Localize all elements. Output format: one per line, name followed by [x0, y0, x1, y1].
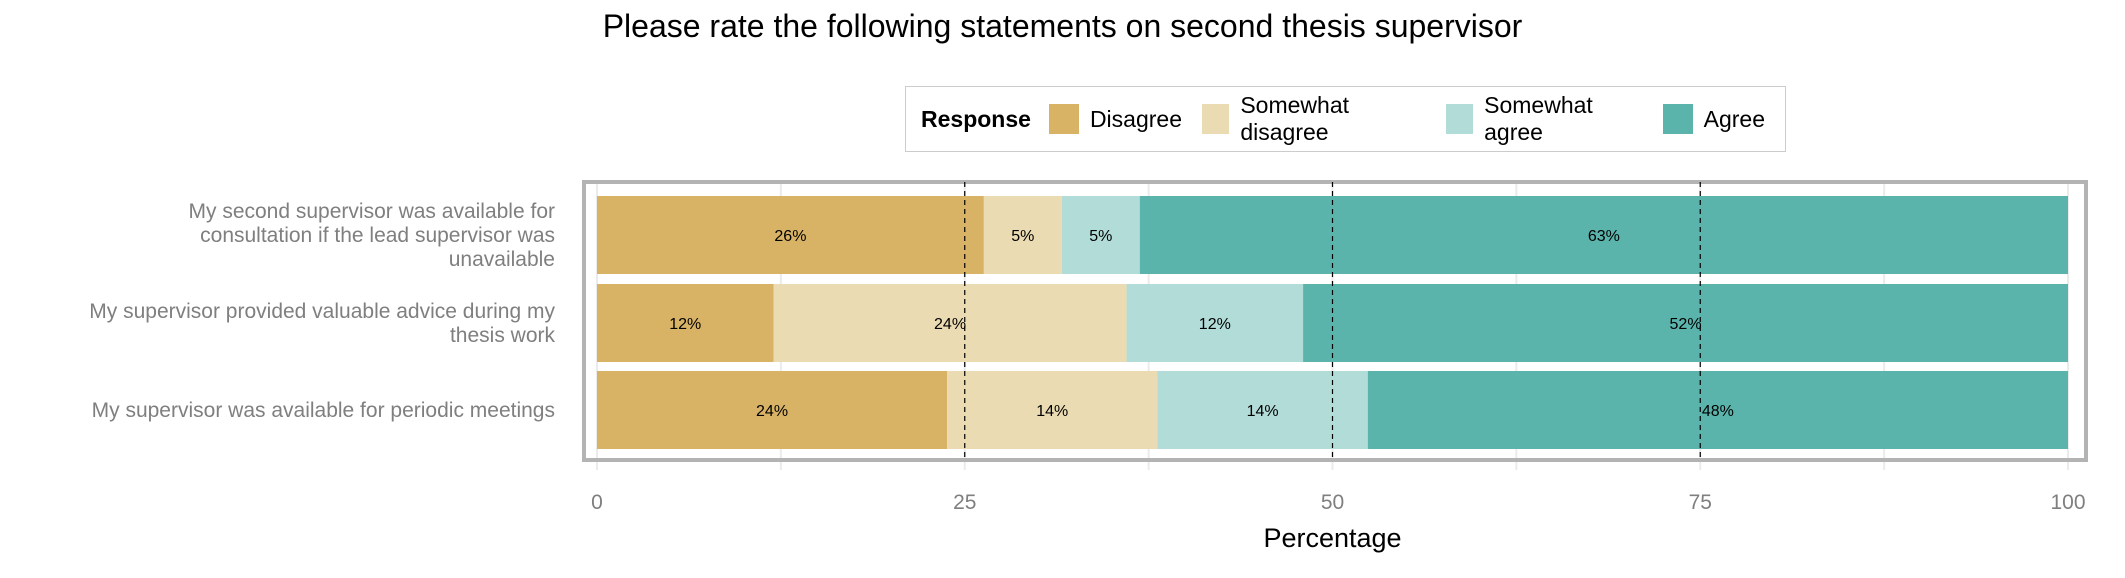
- bar-segment-disagree: [597, 196, 984, 274]
- legend-title: Response: [921, 105, 1031, 132]
- chart-title: Please rate the following statements on …: [602, 8, 1523, 44]
- legend: Response Disagree Somewhat disagree Some…: [905, 86, 1786, 152]
- legend-label: Somewhat disagree: [1240, 92, 1350, 145]
- data-label: 14%: [1247, 403, 1279, 420]
- data-label: 48%: [1702, 403, 1734, 420]
- bar-segment-somewhat-disagree: [773, 284, 1127, 362]
- x-tick-label: 100: [2050, 491, 2085, 514]
- legend-swatch: [1445, 104, 1474, 134]
- x-tick-label: 25: [953, 491, 976, 514]
- legend-label: Disagree: [1089, 105, 1182, 132]
- legend-item-disagree: Disagree: [1048, 104, 1182, 134]
- bar-segment-agree: [1139, 196, 2068, 274]
- data-label: 52%: [1670, 316, 1702, 333]
- category-label: thesis work: [450, 324, 556, 347]
- bar-segment-somewhat-disagree: [983, 196, 1062, 274]
- legend-label: Agree: [1703, 105, 1765, 132]
- data-label: 14%: [1036, 403, 1068, 420]
- bar-segment-somewhat-agree: [1126, 284, 1304, 362]
- data-label: 5%: [1089, 228, 1112, 245]
- x-tick-label: 75: [1689, 491, 1712, 514]
- legend-item-somewhat-agree: Somewhat agree: [1445, 92, 1643, 146]
- category-label: consultation if the lead supervisor was: [200, 224, 555, 247]
- category-label: unavailable: [449, 248, 555, 271]
- bar-segment-somewhat-disagree: [947, 371, 1158, 449]
- bar-segment-agree: [1303, 284, 2068, 362]
- data-label: 5%: [1011, 228, 1034, 245]
- category-label: My supervisor was available for periodic…: [92, 399, 555, 422]
- x-axis-title: Percentage: [1263, 523, 1401, 553]
- data-label: 24%: [756, 403, 788, 420]
- legend-label: Somewhat agree: [1484, 92, 1593, 145]
- legend-item-agree: Agree: [1662, 104, 1765, 134]
- bar-segment-somewhat-agree: [1061, 196, 1140, 274]
- data-label: 12%: [669, 316, 701, 333]
- category-label: My supervisor provided valuable advice d…: [89, 300, 555, 323]
- x-tick-label: 0: [591, 491, 603, 514]
- panel-border: [582, 180, 2088, 462]
- data-label: 63%: [1588, 228, 1620, 245]
- legend-swatch: [1201, 104, 1230, 134]
- x-tick-label: 50: [1321, 491, 1344, 514]
- category-label: My second supervisor was available for: [189, 200, 556, 223]
- bar-segment-disagree: [597, 284, 774, 362]
- bar-segment-disagree: [597, 371, 948, 449]
- legend-swatch: [1662, 104, 1693, 134]
- legend-swatch: [1048, 104, 1079, 134]
- data-label: 12%: [1199, 316, 1231, 333]
- bar-segment-agree: [1367, 371, 2068, 449]
- legend-item-somewhat-disagree: Somewhat disagree: [1201, 92, 1426, 146]
- data-label: 26%: [774, 228, 806, 245]
- data-label: 24%: [934, 316, 966, 333]
